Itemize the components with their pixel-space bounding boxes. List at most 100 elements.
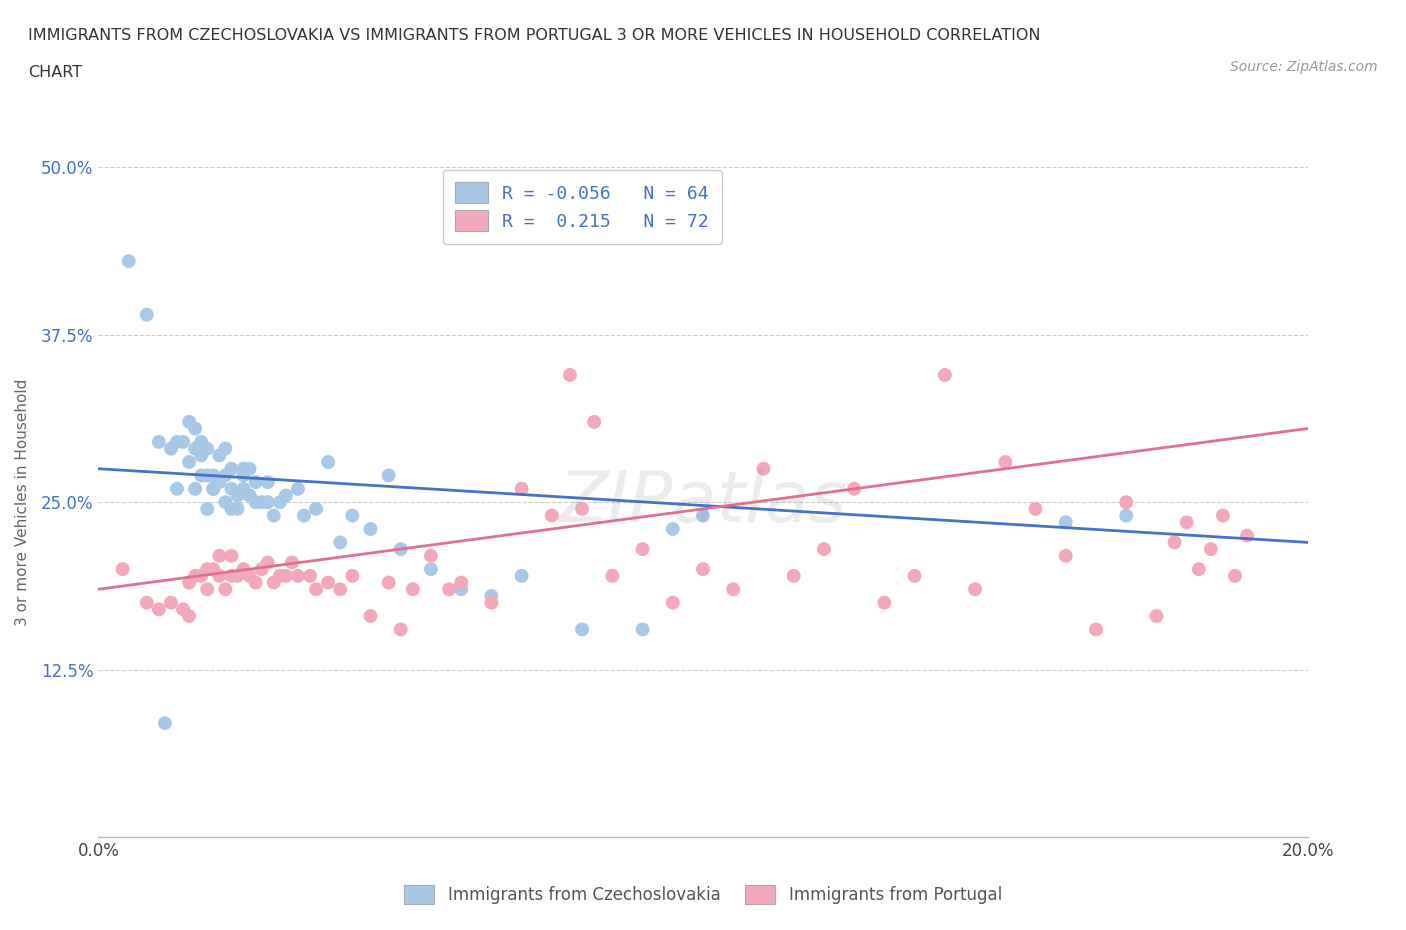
Point bbox=[190, 434, 212, 449]
Point bbox=[232, 482, 254, 497]
Point bbox=[184, 568, 207, 583]
Point bbox=[994, 455, 1017, 470]
Text: CHART: CHART bbox=[28, 65, 82, 80]
Point bbox=[239, 488, 262, 503]
Point bbox=[269, 495, 291, 510]
Point bbox=[281, 555, 304, 570]
Point bbox=[135, 595, 157, 610]
Point bbox=[1024, 501, 1046, 516]
Text: Source: ZipAtlas.com: Source: ZipAtlas.com bbox=[1230, 60, 1378, 74]
Point bbox=[245, 495, 267, 510]
Point bbox=[239, 461, 262, 476]
Point bbox=[1115, 495, 1137, 510]
Point bbox=[190, 568, 212, 583]
Point bbox=[214, 468, 236, 483]
Point bbox=[583, 415, 606, 430]
Point bbox=[360, 522, 382, 537]
Point bbox=[172, 434, 194, 449]
Point bbox=[299, 568, 322, 583]
Point bbox=[177, 455, 201, 470]
Point bbox=[571, 501, 593, 516]
Point bbox=[256, 495, 278, 510]
Point bbox=[389, 541, 412, 556]
Point bbox=[752, 461, 775, 476]
Point bbox=[202, 482, 225, 497]
Point bbox=[1054, 549, 1077, 564]
Point bbox=[1175, 515, 1198, 530]
Point bbox=[481, 589, 503, 604]
Point bbox=[1115, 508, 1137, 523]
Point bbox=[631, 622, 654, 637]
Point bbox=[329, 535, 352, 550]
Legend: Immigrants from Czechoslovakia, Immigrants from Portugal: Immigrants from Czechoslovakia, Immigran… bbox=[392, 873, 1014, 916]
Point bbox=[214, 495, 236, 510]
Point bbox=[571, 622, 593, 637]
Point bbox=[1236, 528, 1258, 543]
Point bbox=[195, 582, 218, 597]
Point bbox=[316, 455, 339, 470]
Point bbox=[148, 434, 170, 449]
Point bbox=[190, 448, 212, 463]
Point bbox=[1212, 508, 1234, 523]
Point bbox=[263, 575, 285, 590]
Point bbox=[202, 562, 225, 577]
Point bbox=[721, 582, 744, 597]
Point bbox=[184, 441, 207, 456]
Point bbox=[1223, 568, 1246, 583]
Point bbox=[208, 568, 231, 583]
Point bbox=[177, 415, 201, 430]
Point bbox=[558, 367, 581, 382]
Point bbox=[419, 562, 441, 577]
Point bbox=[377, 575, 399, 590]
Point bbox=[221, 482, 243, 497]
Point bbox=[1199, 541, 1222, 556]
Point bbox=[214, 582, 236, 597]
Point bbox=[221, 461, 243, 476]
Point bbox=[661, 522, 683, 537]
Point bbox=[195, 468, 218, 483]
Point bbox=[221, 549, 243, 564]
Point bbox=[232, 468, 254, 483]
Point bbox=[135, 307, 157, 322]
Point bbox=[342, 508, 364, 523]
Point bbox=[274, 488, 297, 503]
Point bbox=[292, 508, 315, 523]
Point bbox=[437, 582, 460, 597]
Point bbox=[250, 495, 273, 510]
Point bbox=[172, 602, 194, 617]
Point bbox=[177, 608, 201, 623]
Point bbox=[1188, 562, 1211, 577]
Point bbox=[934, 367, 956, 382]
Point bbox=[269, 568, 291, 583]
Point bbox=[245, 474, 267, 489]
Point bbox=[195, 562, 218, 577]
Point bbox=[256, 555, 278, 570]
Point bbox=[904, 568, 927, 583]
Point bbox=[208, 448, 231, 463]
Point bbox=[540, 508, 562, 523]
Point bbox=[692, 508, 714, 523]
Point bbox=[305, 582, 328, 597]
Point bbox=[184, 482, 207, 497]
Point bbox=[111, 562, 134, 577]
Text: ZIPatlas: ZIPatlas bbox=[558, 468, 848, 537]
Point bbox=[195, 501, 218, 516]
Point bbox=[208, 474, 231, 489]
Point bbox=[360, 608, 382, 623]
Point bbox=[844, 482, 866, 497]
Y-axis label: 3 or more Vehicles in Household: 3 or more Vehicles in Household bbox=[15, 379, 30, 626]
Point bbox=[153, 716, 176, 731]
Point bbox=[873, 595, 896, 610]
Point bbox=[160, 441, 183, 456]
Point bbox=[1144, 608, 1167, 623]
Point bbox=[256, 474, 278, 489]
Point bbox=[221, 501, 243, 516]
Point bbox=[190, 468, 212, 483]
Point bbox=[118, 254, 141, 269]
Point bbox=[402, 582, 425, 597]
Point bbox=[184, 421, 207, 436]
Point bbox=[316, 575, 339, 590]
Point bbox=[250, 562, 273, 577]
Point bbox=[450, 582, 472, 597]
Point bbox=[1085, 622, 1108, 637]
